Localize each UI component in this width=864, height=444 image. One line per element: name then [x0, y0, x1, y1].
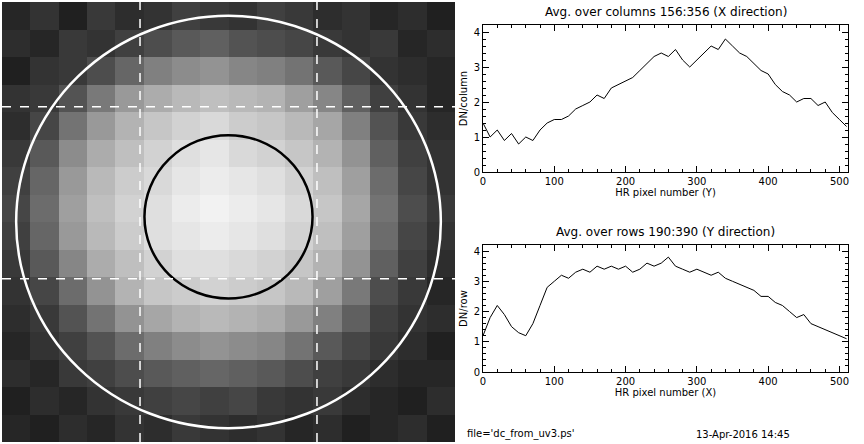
svg-text:300: 300 [687, 376, 706, 387]
svg-text:400: 400 [759, 376, 778, 387]
svg-text:DN/column: DN/column [458, 71, 469, 126]
svg-text:500: 500 [830, 176, 849, 187]
svg-text:3: 3 [474, 276, 480, 287]
svg-text:HR pixel number (Y): HR pixel number (Y) [615, 187, 716, 198]
svg-text:HR pixel number (X): HR pixel number (X) [615, 387, 716, 398]
svg-text:2: 2 [474, 97, 480, 108]
svg-text:13-Apr-2016 14:45: 13-Apr-2016 14:45 [696, 429, 790, 440]
svg-text:file='dc_from_uv3.ps': file='dc_from_uv3.ps' [467, 428, 575, 440]
svg-text:2: 2 [474, 306, 480, 317]
svg-text:DN/row: DN/row [458, 290, 469, 327]
svg-text:0: 0 [480, 176, 486, 187]
svg-text:300: 300 [687, 176, 706, 187]
svg-text:400: 400 [759, 176, 778, 187]
svg-text:500: 500 [830, 376, 849, 387]
svg-text:4: 4 [474, 27, 480, 38]
svg-text:0: 0 [480, 376, 486, 387]
svg-text:200: 200 [616, 376, 635, 387]
svg-text:Avg. over rows 190:390 (Y dire: Avg. over rows 190:390 (Y direction) [556, 225, 775, 239]
svg-text:100: 100 [545, 176, 564, 187]
svg-text:4: 4 [474, 246, 480, 257]
svg-text:1: 1 [474, 132, 480, 143]
svg-text:0: 0 [474, 167, 480, 178]
svg-text:3: 3 [474, 62, 480, 73]
svg-text:1: 1 [474, 336, 480, 347]
svg-text:0: 0 [474, 367, 480, 378]
svg-text:Avg. over columns 156:356 (X d: Avg. over columns 156:356 (X direction) [545, 5, 787, 19]
svg-text:200: 200 [616, 176, 635, 187]
svg-text:100: 100 [545, 376, 564, 387]
